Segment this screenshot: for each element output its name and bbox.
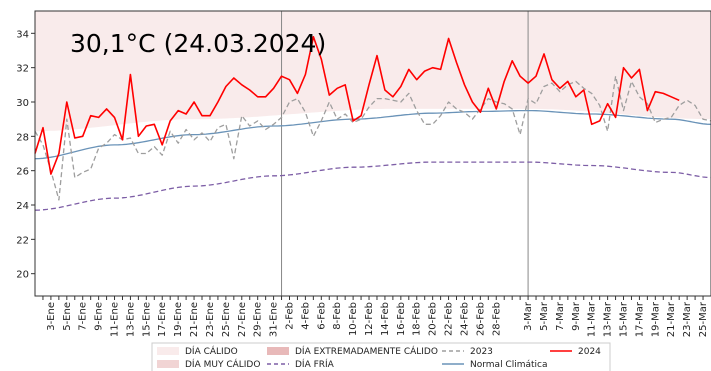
y-tick-label: 32	[16, 64, 29, 75]
x-tick-label: 25-Mar	[698, 301, 709, 337]
y-tick-label: 28	[16, 132, 29, 143]
plot-frame	[34, 10, 711, 297]
legend-label: 2023	[470, 347, 493, 357]
x-tick-label: 17-Ene	[157, 302, 168, 337]
legend-entry-0: DÍA CÁLIDO	[157, 345, 238, 357]
x-tick-label: 9-Mar	[571, 301, 582, 331]
x-tick-label: 22-Feb	[444, 302, 455, 336]
x-tick-label: 23-Mar	[682, 301, 693, 337]
series-2	[34, 75, 711, 201]
legend-label: DÍA MUY CÁLIDO	[185, 358, 260, 370]
legend-entry-5: Normal Climática	[442, 360, 547, 370]
x-tick-label: 23-Ene	[205, 302, 216, 337]
legend-label: Normal Climática	[470, 360, 547, 370]
x-tick-label: 19-Ene	[173, 302, 184, 337]
axes: 20 22 24 26 28 30 32 34 3-Ene 5-Ene 7-Ene 9-Ene 11-E…	[16, 29, 709, 337]
x-tick-label: 5-Mar	[539, 301, 550, 331]
x-tick-label: 7-Mar	[555, 301, 566, 331]
x-tick-label: 15-Mar	[619, 301, 630, 337]
y-tick-label: 20	[16, 270, 29, 281]
legend-label: DÍA FRÍA	[295, 358, 335, 370]
x-tick-label: 21-Ene	[189, 302, 200, 337]
x-tick-label: 28-Feb	[491, 302, 502, 336]
y-tick-label: 24	[16, 201, 29, 212]
y-tick-label: 26	[16, 167, 29, 178]
x-tick-label: 11-Ene	[110, 302, 121, 337]
x-tick-label: 11-Mar	[587, 301, 598, 337]
x-tick-label: 13-Mar	[603, 301, 614, 337]
y-tick-label: 22	[16, 235, 29, 246]
x-tick-label: 24-Feb	[459, 302, 470, 336]
legend-entry-6: 2024	[550, 347, 601, 357]
x-tick-label: 3-Ene	[46, 302, 57, 331]
x-tick-label: 5-Ene	[62, 302, 73, 331]
x-tick-label: 20-Feb	[428, 302, 439, 336]
legend-entry-3: DÍA FRÍA	[267, 358, 335, 370]
x-tick-label: 14-Feb	[380, 302, 391, 336]
series-layer	[34, 36, 711, 211]
x-tick-label: 10-Feb	[348, 302, 359, 336]
legend-entry-4: 2023	[442, 347, 493, 357]
x-tick-label: 26-Feb	[475, 302, 486, 336]
x-tick-label: 13-Ene	[125, 302, 136, 337]
legend-swatch	[157, 347, 179, 355]
series-0	[34, 109, 711, 160]
x-tick-label: 6-Feb	[316, 302, 327, 330]
max-temperature-annotation: 30,1°C (24.03.2024)	[70, 29, 326, 58]
x-tick-label: 9-Ene	[94, 302, 105, 331]
x-tick-label: 31-Ene	[269, 302, 280, 337]
x-tick-label: 3-Mar	[523, 301, 534, 331]
x-tick-label: 4-Feb	[300, 302, 311, 330]
y-tick-label: 34	[16, 29, 29, 40]
legend-entry-1: DÍA MUY CÁLIDO	[157, 358, 260, 370]
legend-label: 2024	[578, 347, 601, 357]
month-separators	[281, 11, 529, 296]
legend-entry-2: DÍA EXTREMADAMENTE CÁLIDO	[267, 345, 438, 357]
legend-label: DÍA CÁLIDO	[185, 345, 238, 357]
x-tick-label: 17-Mar	[634, 301, 645, 337]
x-tick-label: 27-Ene	[237, 302, 248, 337]
x-tick-label: 16-Feb	[396, 302, 407, 336]
x-tick-label: 2-Feb	[284, 302, 295, 330]
y-tick-label: 30	[16, 98, 29, 109]
x-tick-label: 15-Ene	[141, 302, 152, 337]
x-tick-label: 19-Mar	[650, 301, 661, 337]
x-tick-label: 7-Ene	[78, 302, 89, 331]
series-1	[34, 161, 711, 211]
x-tick-label: 12-Feb	[364, 302, 375, 336]
x-tick-label: 29-Ene	[253, 302, 264, 337]
series-3	[34, 36, 680, 175]
legend-label: DÍA EXTREMADAMENTE CÁLIDO	[295, 345, 438, 357]
x-tick-label: 25-Ene	[221, 302, 232, 337]
x-tick-label: 8-Feb	[332, 302, 343, 330]
legend-swatch	[267, 347, 289, 355]
x-tick-label: 18-Feb	[412, 302, 423, 336]
x-tick-label: 21-Mar	[666, 301, 677, 337]
legend-swatch	[157, 360, 179, 368]
legend-box	[151, 342, 611, 371]
